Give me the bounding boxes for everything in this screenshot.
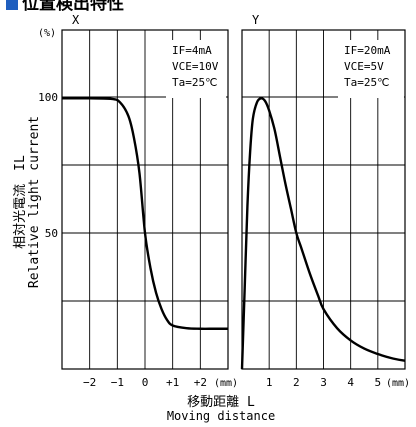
y-tick-label-0: 50 xyxy=(45,227,58,240)
x-unit-x: (mm) xyxy=(214,378,238,389)
conditions-x: IF=4mA VCE=10V Ta=25℃ xyxy=(166,40,226,98)
panel-0-x-tick-label-1: −1 xyxy=(111,376,124,389)
condition-y-2: VCE=5V xyxy=(344,60,384,73)
condition-x-2: VCE=10V xyxy=(172,60,219,73)
x-axis-label-en: Moving distance xyxy=(167,409,275,423)
panel-0-x-tick-label-3: +1 xyxy=(166,376,179,389)
condition-x-1: IF=4mA xyxy=(172,44,212,57)
y-axis-label-jp: 相対光電流 IL xyxy=(13,155,28,249)
panel-1-series-0-line xyxy=(240,97,406,370)
page-title: 位置検出特性 xyxy=(22,0,124,14)
x-unit-y: (mm) xyxy=(386,378,410,389)
panel-1-x-tick-label-2: 3 xyxy=(320,376,327,389)
panel-1-x-tick-label-3: 4 xyxy=(347,376,354,389)
conditions-y-bg xyxy=(338,40,404,98)
title-marker xyxy=(6,0,18,10)
panel-label-x: X xyxy=(72,13,80,27)
panel-0-x-tick-label-2: 0 xyxy=(142,376,149,389)
panel-1-x-tick-label-4: 5 xyxy=(375,376,382,389)
conditions-x-bg xyxy=(166,40,226,98)
panel-1-x-tick-label-1: 2 xyxy=(293,376,300,389)
y-axis-label-en: Relative light current xyxy=(27,116,42,288)
x-axis-label-jp: 移動距離 L xyxy=(187,395,255,410)
condition-y-1: IF=20mA xyxy=(344,44,391,57)
y-unit: (%) xyxy=(38,28,56,39)
panel-0-series-0-line xyxy=(61,97,228,330)
conditions-y: IF=20mA VCE=5V Ta=25℃ xyxy=(338,40,404,98)
panel-0-x-tick-label-4: +2 xyxy=(194,376,207,389)
panel-label-y: Y xyxy=(252,13,260,27)
condition-y-3: Ta=25℃ xyxy=(344,76,389,89)
panel-0-x-tick-label-0: −2 xyxy=(83,376,96,389)
condition-x-3: Ta=25℃ xyxy=(172,76,217,89)
y-tick-label-1: 100 xyxy=(38,91,58,104)
panel-1-frame xyxy=(241,29,406,370)
panel-1-x-tick-label-0: 1 xyxy=(266,376,273,389)
panel-x: −2 −1 0 +1 +2 50 100 xyxy=(38,29,229,389)
panel-0-frame xyxy=(61,29,229,370)
